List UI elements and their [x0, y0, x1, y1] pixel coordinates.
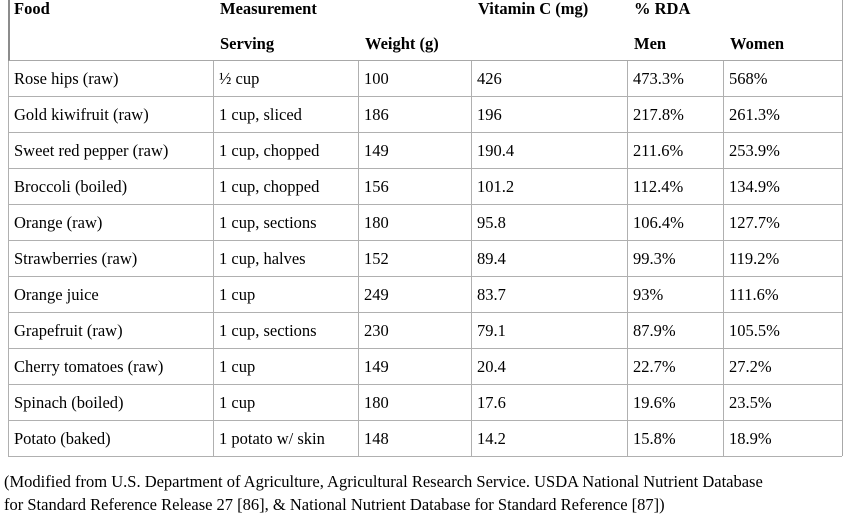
cell-vitamin-c: 83.7 [477, 285, 506, 304]
cell-vitamin-c: 190.4 [477, 141, 515, 160]
header-rda: % RDA [634, 0, 691, 18]
cell-food: Broccoli (boiled) [14, 177, 128, 196]
cell-weight: 149 [364, 357, 389, 376]
cell-serving: 1 cup, sections [219, 321, 317, 340]
cell-rda-women: 568% [729, 69, 768, 88]
cell-rda-men: 106.4% [633, 213, 684, 232]
cell-rda-women: 134.9% [729, 177, 780, 196]
cell-rda-men: 217.8% [633, 105, 684, 124]
cell-serving: 1 cup [219, 357, 256, 376]
header-women: Women [730, 34, 785, 53]
cell-rda-women: 261.3% [729, 105, 780, 124]
cell-vitamin-c: 196 [477, 105, 502, 124]
source-footnote: (Modified from U.S. Department of Agricu… [4, 470, 850, 516]
cell-rda-women: 127.7% [729, 213, 780, 232]
table-row: Sweet red pepper (raw) 1 cup, chopped 149 1… [8, 133, 842, 169]
cell-weight: 156 [364, 177, 389, 196]
table-row: Spinach (boiled) 1 cup 180 17.6 19.6% 23.5% [8, 385, 842, 421]
cell-weight: 149 [364, 141, 389, 160]
cell-vitamin-c: 426 [477, 69, 502, 88]
cell-rda-women: 253.9% [729, 141, 780, 160]
cell-serving: 1 cup, chopped [219, 141, 320, 160]
cell-rda-women: 119.2% [729, 249, 780, 268]
cell-food: Gold kiwifruit (raw) [14, 105, 149, 124]
cell-serving: 1 cup, sections [219, 213, 317, 232]
cell-serving: ½ cup [219, 69, 260, 88]
cell-weight: 230 [364, 321, 389, 340]
cell-food: Potato (baked) [14, 429, 111, 448]
column-divider [358, 61, 359, 456]
cell-food: Orange juice [14, 285, 99, 304]
table-row: Strawberries (raw) 1 cup, halves 152 89.4 99… [8, 241, 842, 277]
cell-rda-men: 19.6% [633, 393, 676, 412]
cell-vitamin-c: 89.4 [477, 249, 506, 268]
cell-rda-men: 211.6% [633, 141, 684, 160]
cell-serving: 1 cup, sliced [219, 105, 302, 124]
cell-rda-women: 105.5% [729, 321, 780, 340]
cell-serving: 1 cup, halves [219, 249, 306, 268]
cell-food: Spinach (boiled) [14, 393, 124, 412]
cell-vitamin-c: 20.4 [477, 357, 506, 376]
cell-food: Rose hips (raw) [14, 69, 119, 88]
table-row: Grapefruit (raw) 1 cup, sections 230 79.1 87… [8, 313, 842, 349]
cell-weight: 186 [364, 105, 389, 124]
cell-serving: 1 cup [219, 393, 256, 412]
cell-serving: 1 cup [219, 285, 256, 304]
cell-rda-men: 22.7% [633, 357, 676, 376]
table-row: Gold kiwifruit (raw) 1 cup, sliced 186 196 2… [8, 97, 842, 133]
cell-serving: 1 potato w/ skin [219, 429, 325, 448]
cell-food: Orange (raw) [14, 213, 103, 232]
header-men: Men [634, 34, 667, 53]
column-divider [723, 61, 724, 456]
cell-vitamin-c: 14.2 [477, 429, 506, 448]
vitamin-c-table: Food Measurement Vitamin C (mg) % RDA Se… [8, 0, 843, 457]
cell-food: Grapefruit (raw) [14, 321, 123, 340]
cell-food: Cherry tomatoes (raw) [14, 357, 164, 376]
header-vitamin-c: Vitamin C (mg) [478, 0, 589, 18]
table-row: Orange juice 1 cup 249 83.7 93% 111.6% [8, 277, 842, 313]
cell-food: Sweet red pepper (raw) [14, 141, 169, 160]
table-row: Broccoli (boiled) 1 cup, chopped 156 101.2 1… [8, 169, 842, 205]
cell-vitamin-c: 79.1 [477, 321, 506, 340]
cell-vitamin-c: 17.6 [477, 393, 506, 412]
cell-weight: 152 [364, 249, 389, 268]
column-divider [471, 61, 472, 456]
table-row: Rose hips (raw) ½ cup 100 426 473.3% 568% [8, 61, 842, 97]
cell-rda-men: 473.3% [633, 69, 684, 88]
cell-rda-men: 112.4% [633, 177, 684, 196]
cell-rda-women: 111.6% [729, 285, 779, 304]
column-divider [213, 61, 214, 456]
cell-rda-men: 15.8% [633, 429, 676, 448]
cell-vitamin-c: 95.8 [477, 213, 506, 232]
cell-weight: 249 [364, 285, 389, 304]
cell-rda-women: 18.9% [729, 429, 772, 448]
cell-serving: 1 cup, chopped [219, 177, 320, 196]
cell-rda-men: 87.9% [633, 321, 676, 340]
cell-weight: 100 [364, 69, 389, 88]
footnote-line-2: for Standard Reference Release 27 [86], … [4, 495, 665, 514]
cell-vitamin-c: 101.2 [477, 177, 515, 196]
header-weight: Weight (g) [365, 34, 439, 53]
header-food: Food [14, 0, 50, 18]
cell-weight: 148 [364, 429, 389, 448]
table-row: Cherry tomatoes (raw) 1 cup 149 20.4 22.7% 27… [8, 349, 842, 385]
footnote-line-1: (Modified from U.S. Department of Agricu… [4, 472, 763, 491]
table-row: Potato (baked) 1 potato w/ skin 148 14.2 15.… [8, 421, 842, 457]
table-header: Food Measurement Vitamin C (mg) % RDA Se… [8, 0, 842, 61]
header-serving: Serving [220, 34, 275, 53]
cell-food: Strawberries (raw) [14, 249, 138, 268]
cell-rda-women: 27.2% [729, 357, 772, 376]
column-divider [627, 61, 628, 456]
cell-rda-men: 99.3% [633, 249, 676, 268]
column-divider [8, 61, 9, 456]
cell-rda-women: 23.5% [729, 393, 772, 412]
cell-rda-men: 93% [633, 285, 664, 304]
table-row: Orange (raw) 1 cup, sections 180 95.8 106.4%… [8, 205, 842, 241]
cell-weight: 180 [364, 213, 389, 232]
header-measurement: Measurement [220, 0, 317, 18]
cell-weight: 180 [364, 393, 389, 412]
